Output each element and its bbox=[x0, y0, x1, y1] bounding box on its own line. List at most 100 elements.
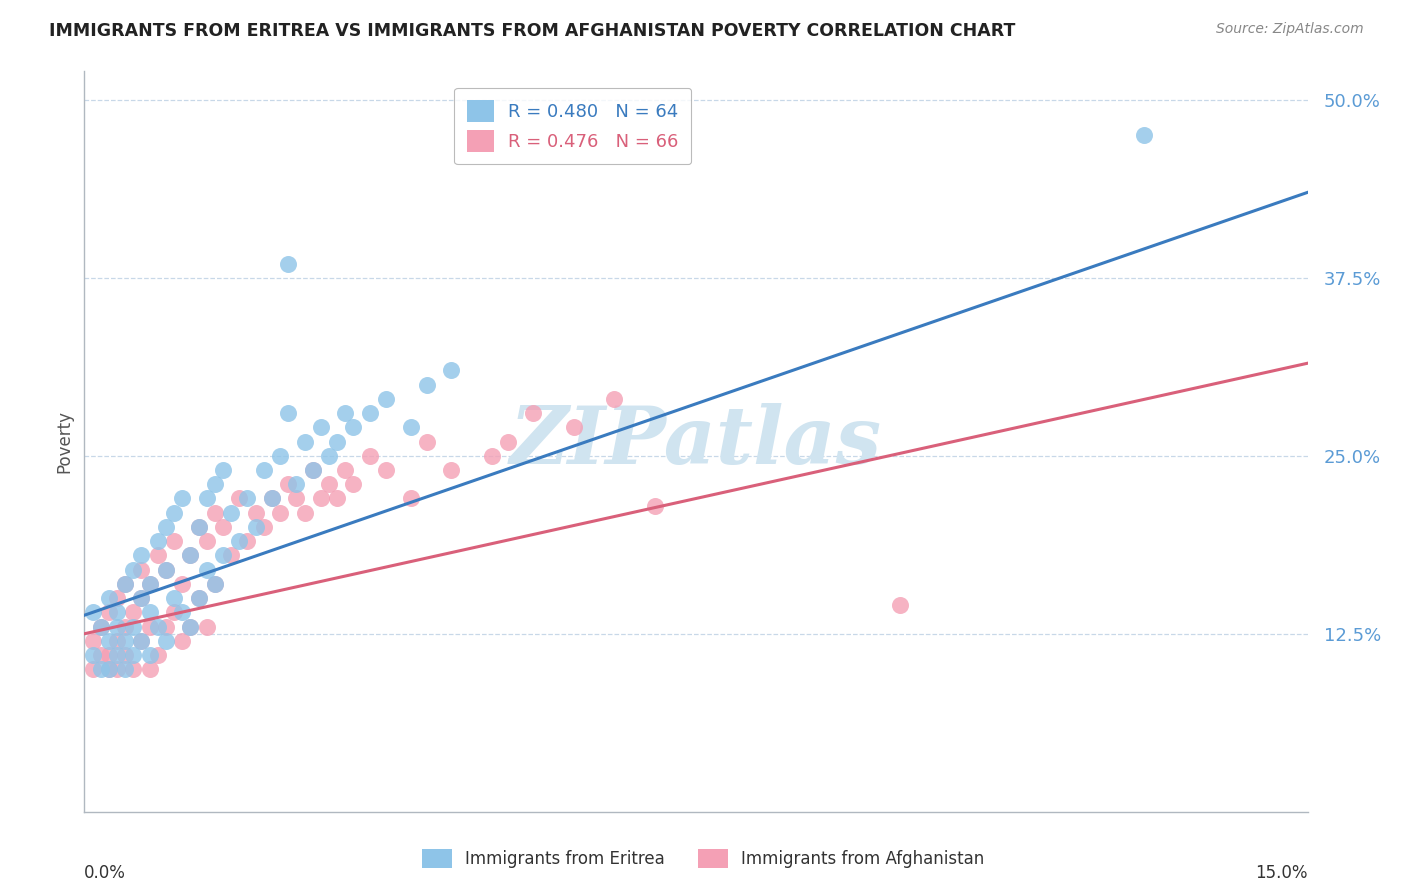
Point bbox=[172, 491, 194, 506]
Point bbox=[131, 591, 153, 606]
Point bbox=[309, 420, 332, 434]
Point bbox=[269, 506, 291, 520]
Point bbox=[114, 633, 136, 648]
Point bbox=[105, 648, 128, 662]
Point bbox=[146, 549, 169, 563]
Point bbox=[82, 633, 104, 648]
Point bbox=[131, 633, 153, 648]
Point bbox=[277, 477, 299, 491]
Point bbox=[187, 591, 209, 606]
Point bbox=[277, 406, 299, 420]
Point bbox=[195, 534, 218, 549]
Point bbox=[138, 577, 160, 591]
Point bbox=[481, 449, 503, 463]
Point bbox=[97, 606, 120, 620]
Point bbox=[187, 520, 209, 534]
Point bbox=[163, 606, 186, 620]
Point bbox=[179, 549, 201, 563]
Point bbox=[309, 491, 332, 506]
Point bbox=[172, 633, 194, 648]
Point bbox=[301, 463, 323, 477]
Point bbox=[228, 491, 250, 506]
Point bbox=[204, 506, 226, 520]
Point bbox=[187, 520, 209, 534]
Point bbox=[105, 591, 128, 606]
Point bbox=[195, 491, 218, 506]
Point bbox=[342, 477, 364, 491]
Point bbox=[90, 662, 112, 676]
Point bbox=[131, 549, 153, 563]
Point bbox=[97, 662, 120, 676]
Point bbox=[90, 619, 112, 633]
Point bbox=[253, 463, 276, 477]
Point bbox=[301, 463, 323, 477]
Point bbox=[138, 606, 160, 620]
Point bbox=[131, 563, 153, 577]
Point bbox=[195, 563, 218, 577]
Point bbox=[416, 434, 439, 449]
Point bbox=[105, 606, 128, 620]
Point bbox=[155, 520, 177, 534]
Point bbox=[146, 619, 169, 633]
Point bbox=[204, 577, 226, 591]
Point bbox=[326, 491, 349, 506]
Point bbox=[326, 434, 349, 449]
Point bbox=[82, 662, 104, 676]
Point bbox=[122, 619, 145, 633]
Point bbox=[498, 434, 520, 449]
Point bbox=[122, 662, 145, 676]
Point bbox=[285, 477, 308, 491]
Point bbox=[114, 662, 136, 676]
Point bbox=[399, 420, 422, 434]
Point bbox=[131, 633, 153, 648]
Point bbox=[97, 591, 120, 606]
Point bbox=[399, 491, 422, 506]
Point bbox=[359, 406, 381, 420]
Point bbox=[97, 662, 120, 676]
Legend: Immigrants from Eritrea, Immigrants from Afghanistan: Immigrants from Eritrea, Immigrants from… bbox=[415, 842, 991, 875]
Text: Source: ZipAtlas.com: Source: ZipAtlas.com bbox=[1216, 22, 1364, 37]
Point bbox=[187, 591, 209, 606]
Point bbox=[105, 662, 128, 676]
Point bbox=[228, 534, 250, 549]
Point bbox=[179, 619, 201, 633]
Point bbox=[318, 477, 340, 491]
Point bbox=[342, 420, 364, 434]
Point bbox=[179, 619, 201, 633]
Point bbox=[212, 463, 235, 477]
Point bbox=[163, 591, 186, 606]
Point bbox=[522, 406, 544, 420]
Point bbox=[97, 633, 120, 648]
Point bbox=[172, 577, 194, 591]
Point bbox=[212, 520, 235, 534]
Point bbox=[245, 520, 267, 534]
Point bbox=[335, 406, 357, 420]
Point bbox=[236, 491, 259, 506]
Point bbox=[318, 449, 340, 463]
Point bbox=[146, 648, 169, 662]
Point bbox=[440, 463, 463, 477]
Point bbox=[122, 648, 145, 662]
Y-axis label: Poverty: Poverty bbox=[55, 410, 73, 473]
Point bbox=[163, 506, 186, 520]
Point bbox=[359, 449, 381, 463]
Point bbox=[97, 648, 120, 662]
Point bbox=[416, 377, 439, 392]
Point bbox=[204, 577, 226, 591]
Point bbox=[114, 577, 136, 591]
Point bbox=[82, 648, 104, 662]
Point bbox=[245, 506, 267, 520]
Point bbox=[236, 534, 259, 549]
Point bbox=[138, 648, 160, 662]
Point bbox=[114, 648, 136, 662]
Point bbox=[82, 606, 104, 620]
Point bbox=[195, 619, 218, 633]
Text: IMMIGRANTS FROM ERITREA VS IMMIGRANTS FROM AFGHANISTAN POVERTY CORRELATION CHART: IMMIGRANTS FROM ERITREA VS IMMIGRANTS FR… bbox=[49, 22, 1015, 40]
Point bbox=[90, 619, 112, 633]
Point bbox=[155, 619, 177, 633]
Point bbox=[105, 633, 128, 648]
Point bbox=[179, 549, 201, 563]
Point bbox=[138, 619, 160, 633]
Point bbox=[375, 392, 398, 406]
Point bbox=[294, 434, 316, 449]
